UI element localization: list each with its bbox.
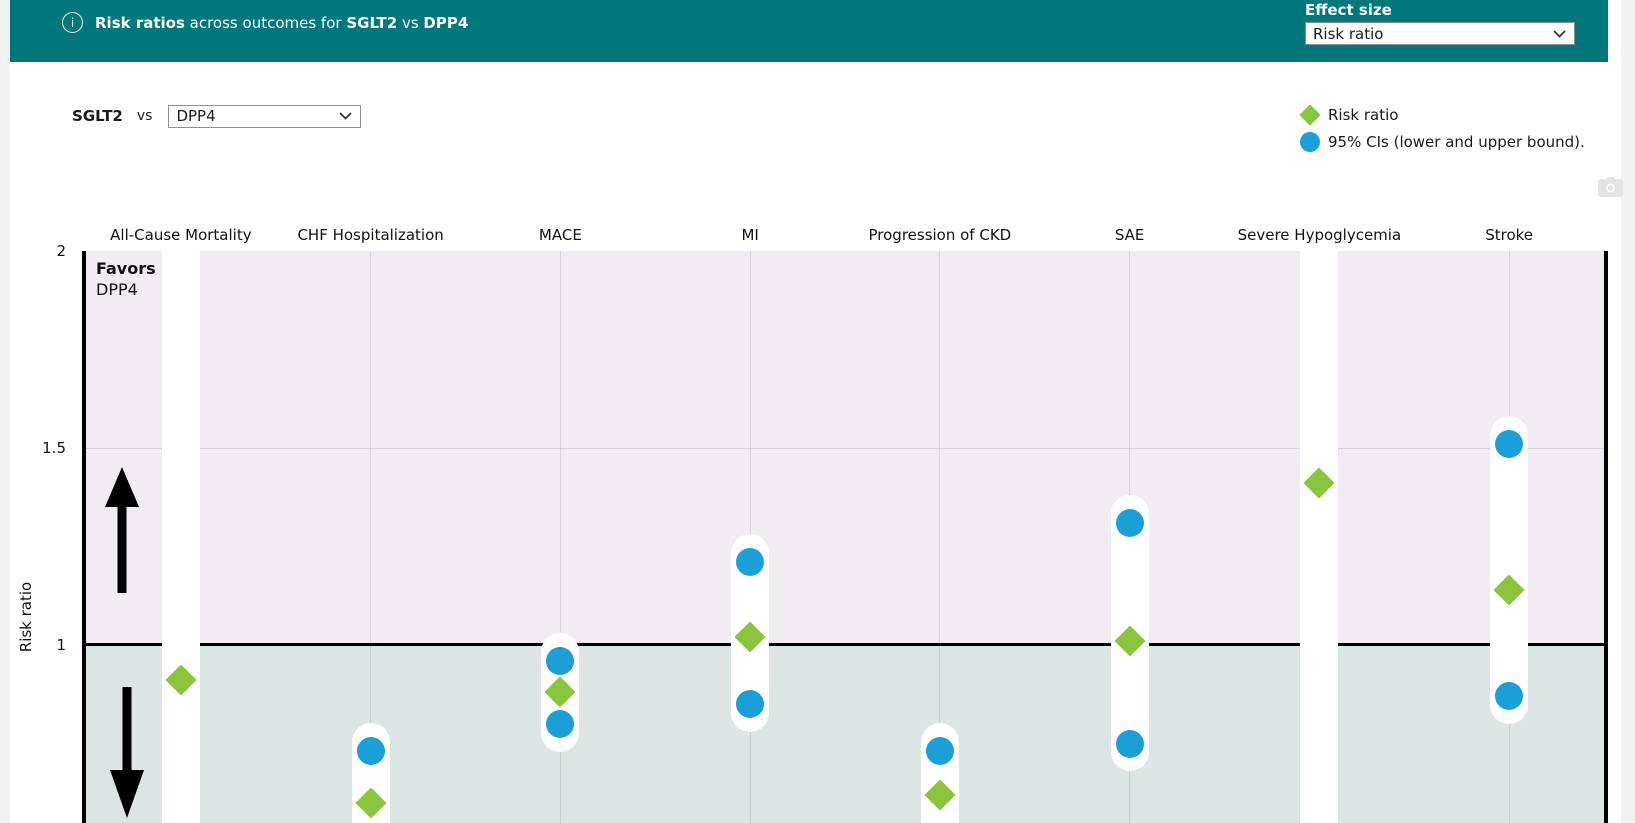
y-tick-label: 2 [56,242,66,260]
ci-lower-marker[interactable] [546,709,575,738]
favors-annotation: Favors DPP4 [96,259,156,299]
effect-size-control: Effect size Risk ratio [1305,1,1575,45]
ci-upper-marker[interactable] [1115,508,1144,537]
column-header: SAE [1114,226,1145,244]
legend-item-ci[interactable]: 95% CIs (lower and upper bound). [1298,128,1585,155]
ci-circle-icon [1298,130,1322,154]
vertical-gridline [370,251,372,823]
chart-title: Risk ratios across outcomes for SGLT2 vs… [95,14,469,32]
page-left-gutter [0,0,10,823]
column-header: MI [741,226,759,244]
y-tick-label: 1 [56,636,66,654]
ci-band [1300,251,1339,823]
ci-band [1490,416,1529,725]
column-header: Severe Hypoglycemia [1237,226,1402,244]
favors-intervention-region [86,645,1604,823]
comparator-selected-value: DPP4 [176,107,216,125]
ci-upper-marker[interactable] [356,737,385,766]
effect-size-selected-value: Risk ratio [1313,24,1384,43]
baseline-rr-1-line [86,643,1604,646]
info-icon[interactable]: i [62,12,83,33]
page-scrollbar-gutter[interactable] [1621,0,1635,823]
plot-right-border [1604,251,1608,823]
vertical-gridline [939,251,941,823]
ci-upper-marker[interactable] [546,646,575,675]
vertical-gridline [559,251,561,823]
ci-upper-marker[interactable] [1495,430,1524,459]
column-header: CHF Hospitalization [297,226,444,244]
risk-ratio-diamond-icon [1298,103,1322,127]
comparator-drug-select[interactable]: DPP4 [168,104,362,128]
column-header: Stroke [1485,226,1534,244]
column-header: Progression of CKD [868,226,1012,244]
chart-legend: Risk ratio 95% CIs (lower and upper boun… [1298,101,1585,155]
ci-lower-marker[interactable] [1115,729,1144,758]
chart-banner: i Risk ratios across outcomes for SGLT2 … [10,0,1608,62]
ci-band [161,251,200,823]
plot-area: Favors DPP4 [86,251,1604,823]
ci-lower-marker[interactable] [736,690,765,719]
ci-upper-marker[interactable] [736,548,765,577]
chevron-down-icon [1553,29,1566,38]
y-axis-line [82,251,86,823]
effect-size-label: Effect size [1305,1,1392,19]
camera-icon[interactable] [1598,177,1623,201]
column-header: MACE [538,226,582,244]
ci-upper-marker[interactable] [925,737,954,766]
vs-label: vs [136,108,153,124]
favors-comparator-region [86,251,1604,645]
y-axis-title: Risk ratio [17,581,35,653]
ci-lower-marker[interactable] [1495,682,1524,711]
legend-item-risk-ratio[interactable]: Risk ratio [1298,101,1585,128]
gridline-1-5 [86,448,1604,449]
left-drug-label: SGLT2 [72,107,123,125]
y-tick-label: 1.5 [42,439,66,457]
column-header: All-Cause Mortality [110,226,252,244]
effect-size-select[interactable]: Risk ratio [1305,22,1575,45]
comparison-row: SGLT2 vs DPP4 [72,103,362,129]
chevron-down-icon [339,112,353,120]
